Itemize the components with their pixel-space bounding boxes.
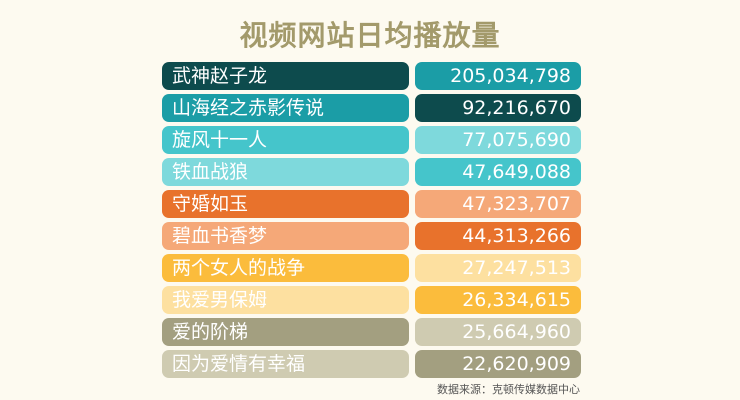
- table-row: 武神赵子龙 205,034,798: [162, 62, 582, 90]
- table-row: 我爱男保姆 26,334,615: [162, 286, 582, 314]
- show-name-cell: 因为爱情有幸福: [162, 350, 409, 378]
- table-row: 铁血战狼 47,649,088: [162, 158, 582, 186]
- show-name-cell: 两个女人的战争: [162, 254, 409, 282]
- daily-views-cell: 47,323,707: [415, 190, 581, 218]
- daily-views-cell: 25,664,960: [415, 318, 581, 346]
- daily-views-cell: 27,247,513: [415, 254, 581, 282]
- show-name-cell: 爱的阶梯: [162, 318, 409, 346]
- table-row: 山海经之赤影传说 92,216,670: [162, 94, 582, 122]
- show-name-cell: 山海经之赤影传说: [162, 94, 409, 122]
- show-name-cell: 旋风十一人: [162, 126, 409, 154]
- daily-views-cell: 77,075,690: [415, 126, 581, 154]
- show-name-cell: 武神赵子龙: [162, 62, 409, 90]
- daily-views-cell: 47,649,088: [415, 158, 581, 186]
- table-row: 爱的阶梯 25,664,960: [162, 318, 582, 346]
- table-row: 两个女人的战争 27,247,513: [162, 254, 582, 282]
- show-name-cell: 我爱男保姆: [162, 286, 409, 314]
- show-name-cell: 铁血战狼: [162, 158, 409, 186]
- chart-title: 视频网站日均播放量: [239, 19, 501, 52]
- show-name-cell: 碧血书香梦: [162, 222, 409, 250]
- table-row: 旋风十一人 77,075,690: [162, 126, 582, 154]
- show-name-cell: 守婚如玉: [162, 190, 409, 218]
- table-row: 守婚如玉 47,323,707: [162, 190, 582, 218]
- source-note: 数据来源：克顿传媒数据中心: [437, 383, 580, 396]
- table-row: 因为爱情有幸福 22,620,909: [162, 350, 582, 378]
- daily-views-cell: 205,034,798: [415, 62, 581, 90]
- daily-views-cell: 92,216,670: [415, 94, 581, 122]
- daily-views-cell: 22,620,909: [415, 350, 581, 378]
- daily-views-cell: 44,313,266: [415, 222, 581, 250]
- daily-views-cell: 26,334,615: [415, 286, 581, 314]
- table-row: 碧血书香梦 44,313,266: [162, 222, 582, 250]
